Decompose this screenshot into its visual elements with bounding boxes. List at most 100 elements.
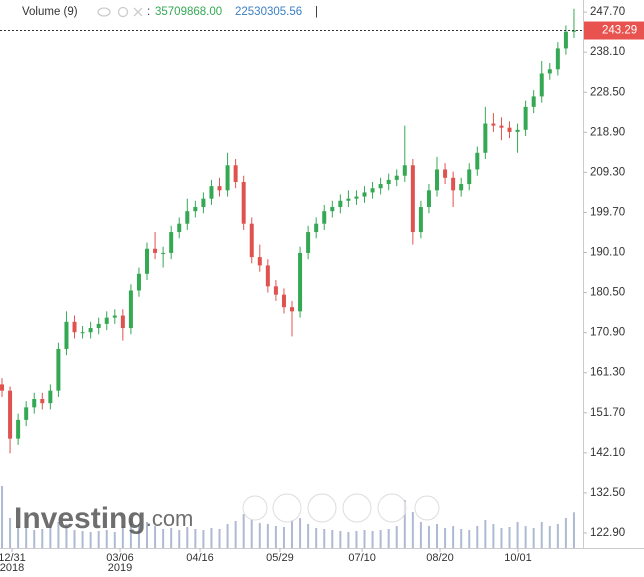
volume-bar: [170, 528, 173, 548]
candle-body: [306, 232, 311, 253]
volume-bar: [258, 523, 261, 548]
volume-bar: [121, 526, 124, 548]
y-tick-label: 209.30: [590, 166, 625, 178]
candle-body: [555, 48, 560, 70]
legend-cursor: |: [315, 6, 318, 18]
volume-bar: [81, 531, 84, 548]
watermark-suffix: .com: [146, 506, 194, 531]
candle-body: [475, 152, 480, 170]
legend-average: 22530305.56: [235, 6, 302, 18]
volume-bar: [17, 526, 20, 548]
volume-bar: [266, 524, 269, 548]
volume-bar: [129, 518, 132, 548]
volume-bar: [347, 532, 350, 548]
x-tick-label: 12/31: [0, 552, 26, 564]
volume-bar: [137, 524, 140, 548]
volume-bar: [57, 522, 60, 548]
volume-bar: [403, 500, 406, 548]
candle-body: [346, 198, 351, 201]
volume-bar: [516, 522, 519, 548]
volume-bar: [186, 527, 189, 548]
candle-body: [265, 265, 270, 287]
volume-bar: [218, 529, 221, 548]
x-year-label: 2019: [108, 562, 132, 572]
toolbar-button[interactable]: [377, 493, 407, 523]
candle-body: [88, 328, 93, 333]
eye-icon[interactable]: [97, 7, 111, 17]
volume-bar: [379, 530, 382, 548]
volume-bar: [242, 514, 245, 548]
last-price-label: 243.29: [602, 25, 637, 37]
candle-body: [32, 399, 37, 408]
toolbar-button[interactable]: [307, 493, 337, 523]
volume-bar: [154, 526, 157, 548]
volume-bar: [9, 518, 12, 548]
watermark-brand: Investing: [14, 502, 146, 535]
plot: [0, 8, 576, 548]
volume-bar: [194, 529, 197, 548]
candle-body: [241, 181, 246, 224]
candle-body: [410, 165, 415, 233]
volume-bar: [291, 520, 294, 548]
x-tick-label: 07/10: [348, 552, 376, 564]
y-tick-label: 122.90: [590, 527, 625, 539]
y-tick-label: 170.90: [590, 327, 625, 339]
candle-body: [120, 315, 125, 329]
volume-bar: [49, 527, 52, 548]
close-icon[interactable]: [133, 7, 143, 17]
volume-bar: [307, 524, 310, 548]
volume-bar: [355, 531, 358, 548]
y-tick-label: 151.70: [590, 407, 625, 419]
candle-body: [8, 390, 13, 439]
candle-body: [459, 184, 464, 191]
candle-body: [330, 207, 335, 212]
toolbar-button[interactable]: [242, 495, 268, 521]
volume-bar: [371, 531, 374, 548]
toolbar-button[interactable]: [342, 493, 372, 523]
legend-icons[interactable]: [97, 6, 143, 18]
candle-body: [435, 169, 440, 191]
gear-icon[interactable]: [117, 6, 129, 18]
volume-bar: [363, 530, 366, 548]
x-tick-label: 10/01: [504, 552, 532, 564]
candle-body: [153, 248, 158, 253]
volume-bar: [202, 530, 205, 548]
candle-body: [80, 332, 85, 334]
candle-body: [507, 127, 512, 132]
y-tick-label: 180.50: [590, 287, 625, 299]
volume-bar: [146, 522, 149, 548]
toolbar-button[interactable]: [272, 493, 302, 523]
candle-body: [322, 211, 327, 224]
candle-body: [338, 200, 343, 208]
candle-body: [209, 186, 214, 199]
candle-body: [56, 348, 61, 391]
candle-body: [273, 286, 278, 295]
volume-bar: [65, 524, 68, 548]
candle-body: [298, 252, 303, 312]
candle-body: [48, 390, 53, 404]
volume-bar: [395, 526, 398, 548]
candle-body: [145, 248, 150, 274]
candle-body: [225, 165, 230, 191]
candle-body: [185, 211, 190, 224]
volume-bar: [508, 527, 511, 548]
volume-bar: [274, 526, 277, 548]
volume-bar: [468, 530, 471, 548]
candle-body: [104, 317, 109, 324]
candle-body: [112, 315, 117, 318]
candle-body: [523, 106, 528, 130]
candle-body: [418, 207, 423, 233]
toolbar-button[interactable]: [414, 495, 440, 521]
candle-body: [426, 190, 431, 208]
y-tick-label: 132.50: [590, 487, 625, 499]
volume-legend: Volume (9) : 35709868.00 22530305.56 |: [22, 6, 318, 18]
y-tick-label: 161.30: [590, 367, 625, 379]
candle-body: [483, 123, 488, 153]
volume-bar: [41, 529, 44, 548]
candle-body: [169, 232, 174, 253]
candle-body: [257, 257, 262, 266]
toolbar[interactable]: [242, 493, 440, 523]
volume-bar: [564, 518, 567, 548]
candle-body: [136, 273, 141, 291]
volume-bar: [299, 518, 302, 548]
